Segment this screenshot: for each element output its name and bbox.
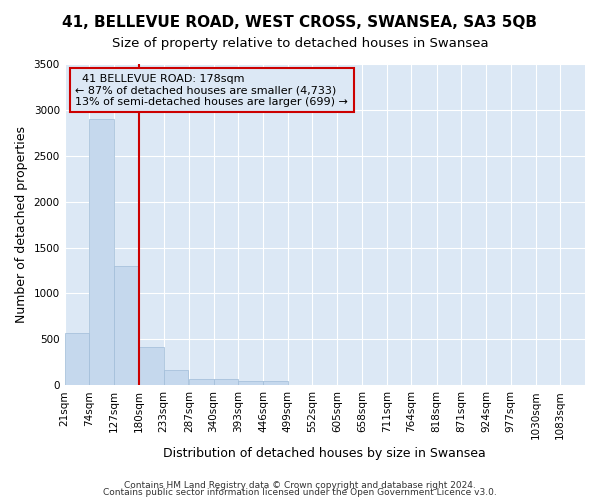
Text: 41, BELLEVUE ROAD, WEST CROSS, SWANSEA, SA3 5QB: 41, BELLEVUE ROAD, WEST CROSS, SWANSEA, … xyxy=(62,15,538,30)
Text: 41 BELLEVUE ROAD: 178sqm
← 87% of detached houses are smaller (4,733)
13% of sem: 41 BELLEVUE ROAD: 178sqm ← 87% of detach… xyxy=(75,74,348,107)
Text: Size of property relative to detached houses in Swansea: Size of property relative to detached ho… xyxy=(112,38,488,51)
Bar xyxy=(263,380,288,385)
X-axis label: Distribution of detached houses by size in Swansea: Distribution of detached houses by size … xyxy=(163,447,486,460)
Bar xyxy=(214,379,238,385)
Text: Contains public sector information licensed under the Open Government Licence v3: Contains public sector information licen… xyxy=(103,488,497,497)
Bar xyxy=(238,380,263,385)
Bar xyxy=(114,266,139,385)
Bar xyxy=(65,333,89,385)
Bar xyxy=(139,346,164,385)
Bar xyxy=(189,379,214,385)
Bar xyxy=(164,370,188,385)
Text: Contains HM Land Registry data © Crown copyright and database right 2024.: Contains HM Land Registry data © Crown c… xyxy=(124,480,476,490)
Bar xyxy=(89,119,114,385)
Y-axis label: Number of detached properties: Number of detached properties xyxy=(15,126,28,323)
